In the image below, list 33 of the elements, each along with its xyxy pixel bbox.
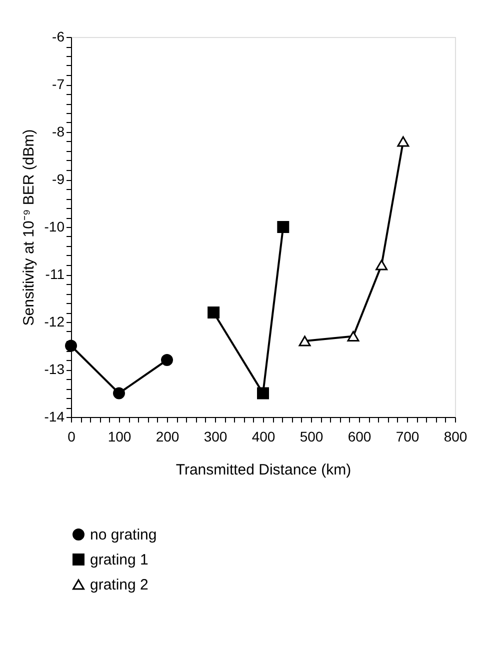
point (161, 354, 173, 366)
y-tick-label: -7 (52, 76, 65, 92)
point (257, 387, 269, 400)
point (277, 221, 290, 233)
x-tick-label: 700 (396, 428, 420, 444)
point (347, 330, 360, 342)
x-tick-label: 300 (204, 428, 228, 444)
y-tick-label: -14 (44, 408, 65, 424)
point (298, 336, 311, 346)
y-tick-label: -6 (52, 28, 65, 44)
x-axis-title: Transmitted Distance (km) (176, 462, 352, 478)
x-tick-label: 400 (252, 428, 276, 444)
x-tick-label: 600 (348, 428, 372, 444)
legend-label: grating 1 (90, 552, 148, 568)
y-tick-label: -9 (52, 171, 65, 187)
x-tick-label: 800 (444, 428, 468, 444)
y-tick-label: -10 (44, 218, 65, 234)
legend-label: no grating (90, 526, 157, 544)
point (208, 306, 220, 318)
y-tick-label: -11 (45, 266, 65, 282)
x-tick-label: 0 (68, 428, 76, 444)
point (376, 260, 388, 270)
x-tick-label: 500 (300, 428, 324, 444)
y-tick-label: -13 (44, 361, 65, 377)
point (397, 136, 410, 147)
legend-label: grating 2 (90, 576, 148, 594)
x-tick-label: 100 (108, 428, 132, 444)
point (65, 340, 77, 352)
y-axis-title: Sensitivity at 10⁻⁹ BER (dBm) (20, 129, 38, 326)
y-tick-label: -8 (52, 124, 65, 140)
x-tick-label: 200 (156, 428, 180, 444)
y-tick-label: -12 (44, 314, 65, 330)
point (113, 387, 125, 400)
